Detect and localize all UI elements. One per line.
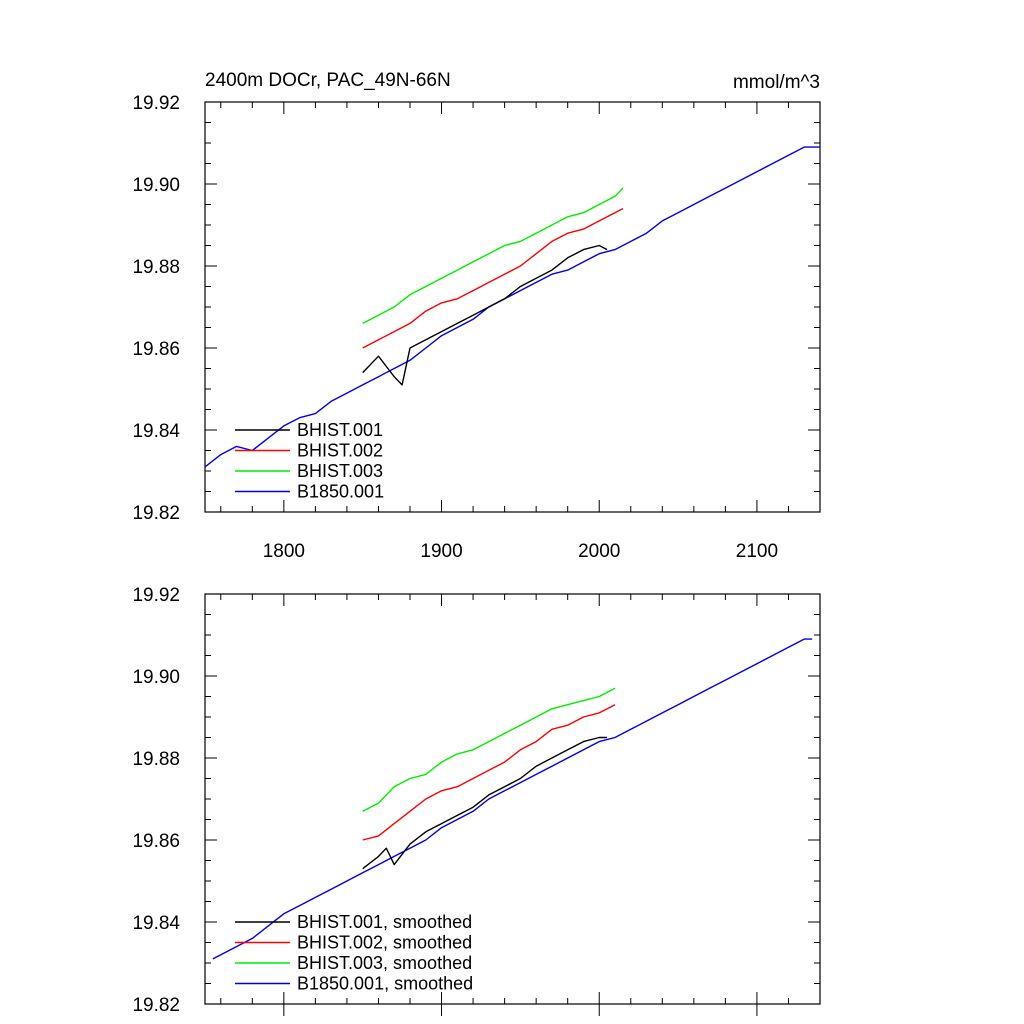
legend-label: B1850.001, smoothed	[297, 974, 473, 994]
series-line-bhist-001	[362, 736, 608, 870]
x-tick-label: 1900	[420, 541, 462, 562]
y-tick-label: 19.86	[132, 831, 180, 852]
legend-label: BHIST.001, smoothed	[297, 912, 472, 932]
y-tick-label: 19.86	[132, 339, 180, 360]
panel-2: 19.82 19.84 19.86 19.88 19.90 19.92 BHIST.001,…	[132, 585, 821, 1016]
legend-label: BHIST.003, smoothed	[297, 953, 472, 973]
chart-title: 2400m DOCr, PAC_49N-66N	[205, 70, 451, 91]
y-tick-label: 19.92	[132, 585, 180, 606]
y-tick-label: 19.82	[132, 503, 180, 524]
legend-label: BHIST.003	[297, 461, 383, 481]
legend-label: BHIST.002, smoothed	[297, 933, 472, 953]
series-line-bhist-003	[362, 187, 624, 325]
series-line-b1850-001	[212, 638, 813, 960]
y-tick-label: 19.82	[132, 995, 180, 1016]
x-tick-label: 2000	[578, 541, 620, 562]
y-tick-label: 19.92	[132, 93, 180, 114]
units-label: mmol/m^3	[733, 72, 820, 93]
legend-label: BHIST.002	[297, 441, 383, 461]
y-tick-label: 19.90	[132, 175, 180, 196]
legend-label: BHIST.001	[297, 420, 383, 440]
series-line-bhist-003	[362, 687, 616, 812]
series-line-bhist-001	[362, 244, 608, 386]
legend-label: B1850.001	[297, 482, 384, 502]
series-line-b1850-001	[204, 146, 820, 468]
y-tick-label: 19.84	[132, 913, 180, 934]
y-tick-label: 19.84	[132, 421, 180, 442]
series-line-bhist-002	[362, 207, 624, 349]
y-tick-label: 19.90	[132, 667, 180, 688]
panel-1: 19.82 19.84 19.86 19.88 19.90 19.92 1800 1900 20…	[132, 70, 821, 562]
series-line-bhist-002	[362, 704, 616, 841]
y-tick-label: 19.88	[132, 257, 180, 278]
x-tick-label: 2100	[736, 541, 778, 562]
x-tick-label: 1800	[263, 541, 305, 562]
y-tick-label: 19.88	[132, 749, 180, 770]
